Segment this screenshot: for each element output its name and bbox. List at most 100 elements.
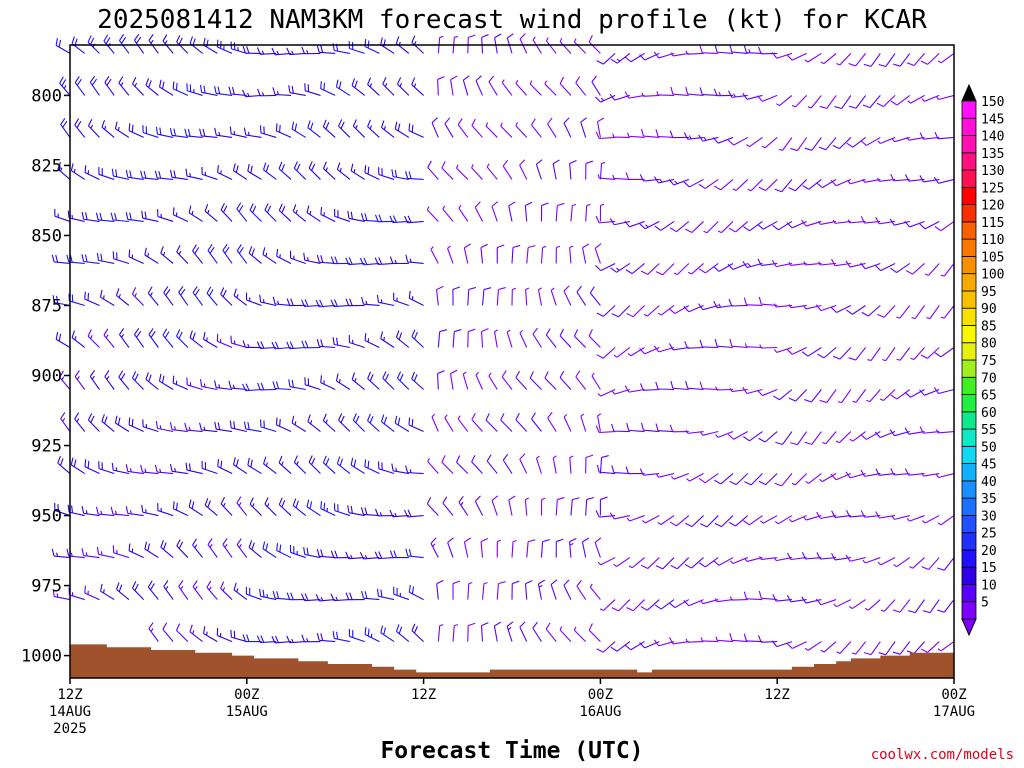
wind-barb [496, 287, 506, 306]
wind-barb [66, 548, 85, 559]
wind-barb [141, 504, 159, 517]
wind-barb [596, 641, 616, 653]
wind-barb [364, 333, 380, 348]
wind-barb [335, 79, 351, 96]
wind-barb [922, 599, 940, 614]
wind-barb [411, 371, 424, 390]
wind-barb [81, 548, 100, 559]
wind-barb [668, 599, 690, 609]
colorbar-label: 130 [981, 164, 1004, 179]
wind-barb [654, 221, 675, 231]
wind-barb [585, 160, 594, 180]
wind-barb [544, 80, 557, 96]
wind-barb [559, 370, 572, 390]
wind-barb [599, 599, 616, 612]
wind-barb [699, 515, 719, 528]
wind-barb [232, 457, 248, 474]
wind-barb [759, 344, 778, 349]
wind-barb [207, 538, 218, 558]
wind-barb [729, 338, 748, 349]
wind-barb [271, 47, 292, 56]
wind-barb [563, 413, 572, 432]
colorbar-swatch [961, 515, 977, 534]
wind-barb [301, 299, 321, 308]
wind-barb [437, 329, 448, 348]
wind-barb [713, 262, 734, 272]
wind-barb [74, 370, 86, 390]
wind-barb [463, 243, 471, 264]
wind-barb [176, 329, 189, 348]
wind-barb [904, 220, 925, 228]
credit-text[interactable]: coolwx.com/models [871, 747, 1014, 763]
wind-barb [743, 591, 763, 601]
wind-barb [875, 262, 896, 272]
wind-barb [396, 77, 410, 96]
wind-barb [700, 430, 719, 436]
wind-barb [160, 540, 174, 558]
wind-barb [890, 94, 911, 106]
colorbar-label: 120 [981, 199, 1004, 214]
x-tick-label: 17AUG [933, 704, 975, 720]
wind-barb [256, 341, 277, 350]
wind-barb [306, 499, 321, 517]
wind-barb [654, 599, 675, 610]
wind-barb [288, 379, 306, 391]
wind-barb [818, 220, 837, 226]
wind-barb [569, 538, 577, 558]
wind-barb [935, 473, 955, 479]
wind-barb [307, 120, 321, 138]
wind-barb [610, 641, 631, 652]
wind-barb [103, 328, 115, 348]
wind-barb [545, 622, 557, 642]
wind-barb [163, 580, 174, 600]
wind-barb [596, 347, 616, 359]
wind-barb [511, 539, 517, 558]
wind-barb [291, 121, 307, 138]
colorbar-swatch [961, 601, 977, 620]
wind-barb [172, 501, 189, 517]
wind-barb [875, 468, 896, 476]
wind-barb [112, 545, 130, 559]
wind-barb [256, 635, 277, 644]
x-tick-label: 00Z [588, 687, 613, 703]
wind-barb [376, 294, 395, 307]
wind-barb [639, 383, 660, 391]
wind-barb [100, 583, 115, 601]
wind-barb [758, 590, 778, 601]
wind-barb [176, 539, 189, 558]
wind-barb [125, 464, 144, 475]
wind-barb [316, 254, 336, 265]
wind-barb [555, 245, 561, 264]
wind-barb [819, 95, 837, 109]
wind-barb [316, 549, 336, 559]
wind-barb [442, 496, 454, 516]
wind-barb [926, 305, 940, 320]
wind-barb [430, 537, 439, 558]
wind-barb [185, 168, 203, 180]
wind-barb [408, 123, 424, 138]
wind-barb [380, 331, 395, 348]
wind-barb [347, 505, 365, 517]
colorbar-label: 10 [981, 578, 997, 593]
wind-barb [320, 81, 336, 96]
wind-barb [890, 467, 910, 476]
wind-barb [639, 52, 660, 61]
colorbar-swatch [961, 238, 977, 257]
wind-barb [597, 413, 602, 432]
wind-barb [157, 503, 174, 517]
wind-barb [758, 473, 778, 486]
wind-barb [892, 599, 911, 613]
wind-barb [669, 221, 690, 233]
wind-barb [613, 347, 631, 358]
wind-barb [486, 163, 498, 180]
colorbar-label: 45 [981, 458, 997, 473]
colorbar-swatch [961, 445, 977, 465]
colorbar-swatch [961, 428, 977, 447]
wind-barb [878, 641, 896, 656]
wind-barb [626, 515, 645, 522]
wind-barb [815, 304, 837, 312]
wind-barb [511, 287, 517, 306]
wind-barb [110, 212, 129, 223]
wind-barb [381, 120, 395, 138]
wind-barb [155, 420, 174, 433]
